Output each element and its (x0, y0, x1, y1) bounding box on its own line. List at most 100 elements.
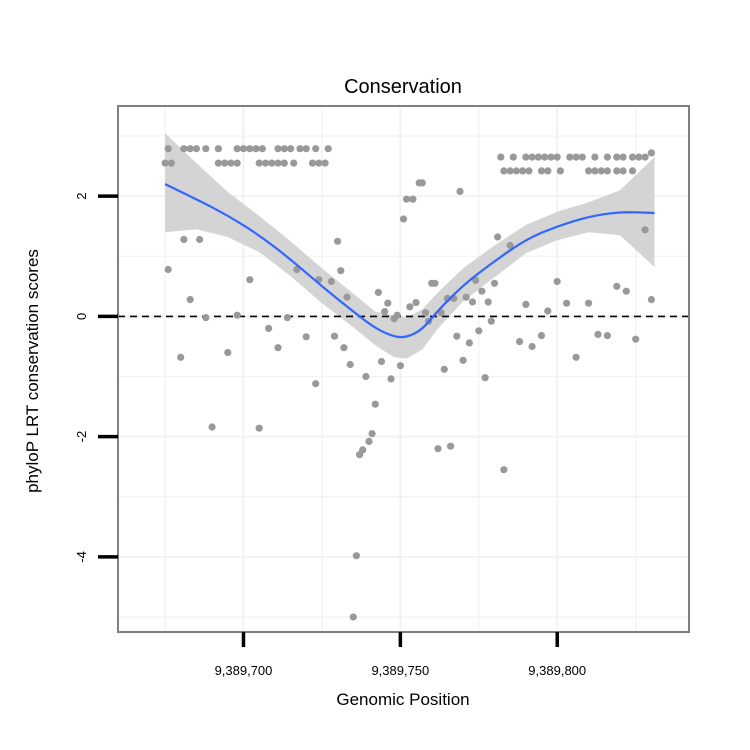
plot-panel (117, 105, 690, 633)
data-point (647, 149, 656, 157)
data-point (603, 332, 612, 340)
data-point (641, 226, 649, 234)
data-point (547, 153, 555, 161)
data-point (528, 153, 536, 161)
data-point (290, 159, 298, 167)
data-point (635, 153, 643, 161)
data-point (330, 332, 339, 340)
data-point (393, 311, 401, 319)
data-point (647, 296, 656, 304)
data-point (202, 314, 210, 322)
data-point (192, 145, 200, 153)
grid-lines (118, 106, 689, 632)
data-point (233, 145, 241, 153)
data-point (519, 167, 527, 175)
data-point (265, 324, 273, 332)
data-point (472, 276, 480, 284)
data-point (591, 153, 599, 161)
data-point (327, 277, 335, 286)
data-point (628, 167, 637, 175)
panel-border (117, 105, 690, 633)
data-point (214, 159, 222, 167)
data-point (632, 335, 640, 343)
data-point (177, 353, 185, 361)
data-point (500, 466, 508, 474)
data-point (246, 145, 254, 153)
data-point (296, 145, 304, 153)
data-point (500, 167, 508, 175)
data-point (349, 613, 357, 621)
data-point (246, 276, 254, 284)
data-point (180, 235, 188, 244)
y-axis: -4 -2 0 2 (74, 193, 118, 563)
data-point (563, 299, 571, 307)
data-point (628, 153, 637, 161)
x-tick-label: 9,389,750 (371, 663, 429, 678)
data-point (403, 195, 411, 203)
data-point (274, 159, 282, 167)
data-point (399, 215, 408, 223)
data-point (365, 437, 373, 445)
data-point (594, 330, 602, 338)
data-point (268, 159, 276, 167)
data-point (208, 423, 216, 431)
data-point (613, 167, 621, 175)
data-point (337, 267, 345, 275)
data-point (214, 145, 222, 153)
data-point (164, 265, 172, 274)
data-point (283, 314, 291, 322)
y-tick-label: -4 (74, 551, 89, 563)
data-point (315, 159, 323, 167)
data-point (274, 145, 282, 153)
y-axis-label: phyloP LRT conservation scores (23, 249, 42, 493)
data-point (525, 167, 533, 175)
data-point (494, 233, 502, 241)
data-point (396, 362, 404, 370)
data-point (167, 159, 175, 167)
data-point (406, 303, 414, 311)
data-point (456, 187, 464, 195)
data-point (280, 159, 288, 167)
data-point (261, 159, 270, 167)
data-point (321, 159, 329, 167)
data-point (585, 299, 593, 307)
data-point (227, 159, 235, 167)
x-tick-label: 9,389,700 (215, 663, 273, 678)
data-point (506, 167, 514, 175)
data-point (578, 153, 586, 161)
data-point (544, 167, 552, 175)
data-point (302, 145, 310, 153)
data-point (465, 339, 473, 347)
data-point (346, 360, 354, 369)
data-point (196, 235, 204, 244)
data-point (506, 241, 514, 250)
y-tick-label: 2 (74, 193, 89, 200)
data-point (641, 153, 649, 161)
data-point (509, 153, 517, 161)
data-point (412, 299, 420, 307)
data-point (258, 145, 266, 153)
data-point (522, 300, 530, 308)
data-point (537, 332, 546, 340)
data-point (478, 287, 486, 295)
data-point (556, 167, 565, 175)
data-point (233, 311, 241, 319)
data-point (544, 307, 552, 315)
data-point (453, 332, 461, 340)
data-point (186, 296, 194, 304)
chart-title: Conservation (344, 76, 462, 98)
data-point (484, 298, 492, 306)
data-point (180, 145, 188, 153)
y-tick-label: 0 (74, 313, 89, 320)
x-axis: 9,389,700 9,389,750 9,389,800 (215, 632, 586, 678)
data-points (161, 145, 656, 621)
data-point (462, 293, 470, 301)
data-point (255, 159, 263, 167)
data-point (274, 344, 282, 352)
data-point (280, 145, 288, 153)
data-point (324, 145, 332, 153)
data-point (371, 400, 379, 408)
data-point (343, 293, 351, 301)
data-point (387, 375, 395, 383)
